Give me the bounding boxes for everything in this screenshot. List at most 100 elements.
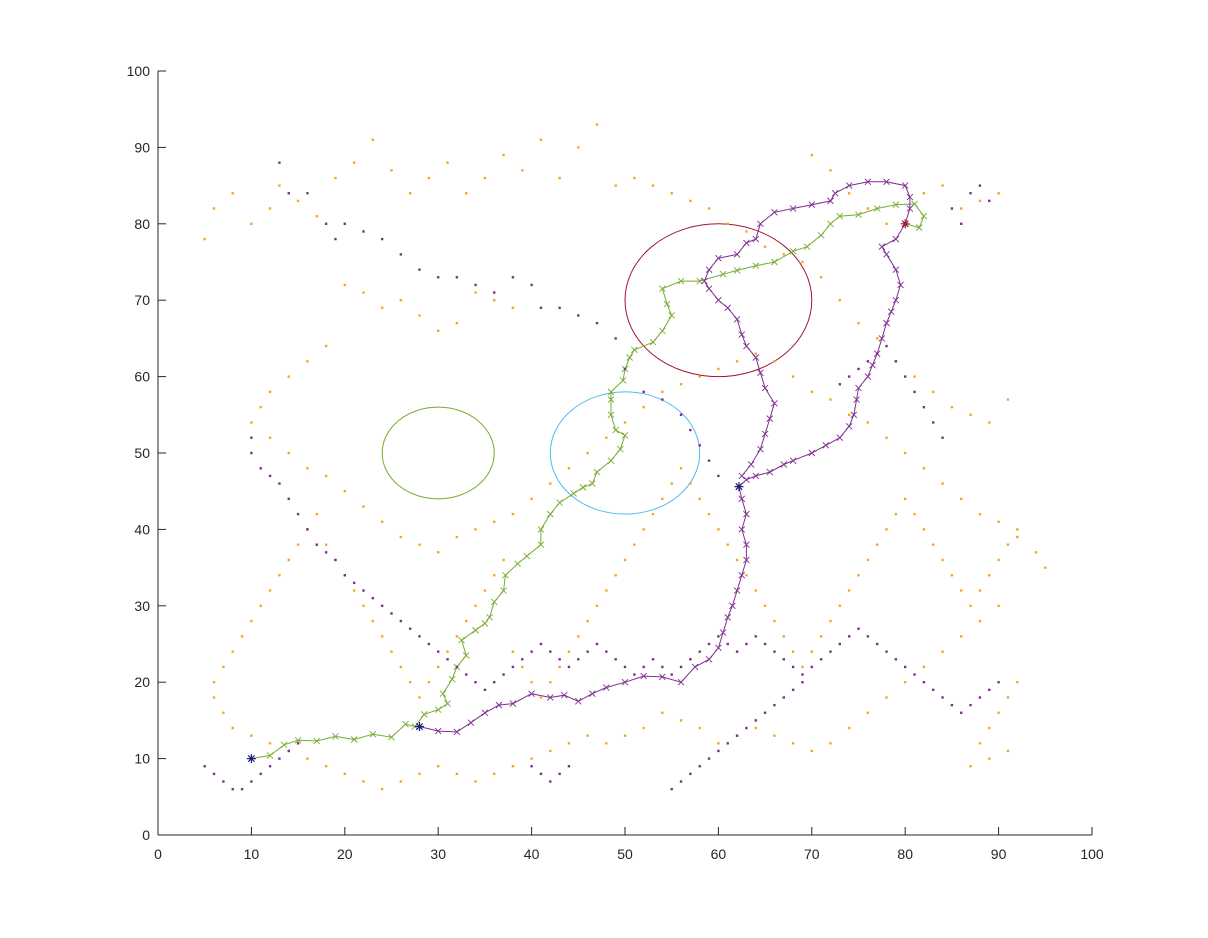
- scatter-point: [670, 673, 673, 676]
- path-node-marker: [280, 741, 288, 749]
- path-node-marker: [649, 338, 657, 346]
- scatter-point: [474, 604, 477, 607]
- scatter-point: [717, 742, 720, 745]
- scatter-point: [362, 604, 365, 607]
- scatter-point: [707, 207, 711, 210]
- path-node-marker: [659, 673, 666, 681]
- scatter-point: [950, 207, 954, 210]
- path-node-marker: [659, 285, 666, 293]
- path-node-marker: [607, 388, 615, 396]
- path-node-marker: [864, 178, 872, 186]
- path-node-marker: [757, 445, 764, 453]
- scatter-point: [567, 650, 571, 653]
- path-node-marker: [705, 285, 713, 293]
- scatter-point: [287, 749, 290, 753]
- scatter-point: [735, 360, 739, 363]
- path-node-marker: [771, 209, 778, 216]
- scatter-point: [558, 772, 561, 776]
- x-tick-label: 30: [430, 846, 446, 862]
- scatter-point: [287, 558, 290, 562]
- path-node-marker: [705, 266, 713, 273]
- scatter-point: [819, 658, 823, 661]
- scatter-point: [679, 467, 683, 470]
- scatter-point: [595, 123, 599, 126]
- scatter-point: [549, 780, 552, 783]
- path-node-marker: [757, 220, 764, 228]
- x-tick-label: 50: [617, 846, 633, 862]
- path-node-marker: [771, 400, 778, 407]
- scatter-point: [306, 467, 309, 470]
- path-node-marker: [332, 733, 339, 740]
- path-node-marker: [434, 706, 442, 714]
- scatter-point: [343, 283, 346, 287]
- scatter-point: [978, 512, 982, 516]
- scatter-point: [941, 696, 944, 699]
- path-node-marker: [388, 733, 395, 741]
- path-node-marker: [448, 675, 456, 683]
- path-node-marker: [556, 499, 563, 506]
- path-node-marker: [836, 434, 844, 442]
- scatter-point: [231, 726, 234, 730]
- scatter-point: [1016, 681, 1019, 684]
- scatter-point: [997, 192, 1000, 195]
- scatter-point: [773, 619, 776, 623]
- scatter-point: [885, 650, 888, 653]
- scatter-point: [791, 375, 795, 378]
- scatter-point: [212, 681, 216, 684]
- scatter-point: [315, 543, 318, 546]
- scatter-point: [932, 688, 935, 692]
- scatter-point: [595, 321, 599, 325]
- scatter-point: [399, 780, 403, 783]
- scatter-point: [558, 665, 561, 669]
- scatter-point: [418, 635, 421, 638]
- path-node-marker: [453, 728, 461, 736]
- scatter-point: [988, 757, 991, 760]
- path-node-marker: [878, 243, 886, 251]
- path-node-marker: [705, 655, 713, 663]
- scatter-point: [642, 405, 645, 409]
- scatter-point: [642, 528, 645, 531]
- path-node-marker: [752, 235, 760, 243]
- y-tick-label: 100: [127, 63, 151, 79]
- path-node-marker: [677, 678, 685, 686]
- scatter-point: [689, 772, 692, 776]
- scatter-point: [801, 681, 804, 684]
- scatter-point: [623, 734, 627, 737]
- scatter-point: [296, 742, 300, 745]
- scatter-point: [521, 658, 524, 661]
- scatter-point: [969, 765, 972, 768]
- scatter-point: [567, 742, 571, 745]
- scatter-point: [296, 543, 300, 546]
- scatter-point: [446, 161, 449, 164]
- scatter-point: [969, 192, 972, 195]
- scatter-point: [670, 787, 673, 791]
- x-tick-label: 40: [524, 846, 540, 862]
- path-node-marker: [462, 652, 470, 659]
- path-node-marker: [878, 335, 886, 342]
- scatter-point: [586, 451, 589, 455]
- scatter-point: [278, 184, 281, 187]
- path-node-marker: [892, 201, 900, 209]
- scatter-point: [801, 260, 804, 264]
- scatter-point: [857, 321, 860, 325]
- scatter-point: [997, 711, 1000, 714]
- scatter-point: [268, 474, 272, 478]
- scatter-point: [941, 482, 944, 485]
- path-node-marker: [743, 342, 750, 350]
- scatter-point: [745, 230, 748, 233]
- scatter-point: [978, 199, 982, 203]
- scatter-point: [306, 528, 309, 531]
- scatter-point: [875, 642, 879, 646]
- path-node-marker: [822, 442, 830, 449]
- path-node-marker: [836, 212, 844, 220]
- scatter-point: [352, 589, 356, 592]
- scatter-point: [950, 405, 954, 409]
- scatter-point: [679, 719, 683, 722]
- scatter-point: [567, 665, 571, 669]
- path-node-marker: [733, 267, 741, 274]
- path-node-marker: [626, 354, 633, 361]
- path-node-marker: [495, 701, 503, 709]
- path-node-marker: [514, 560, 521, 568]
- path-node-marker: [607, 411, 615, 419]
- scatter-point: [586, 619, 589, 623]
